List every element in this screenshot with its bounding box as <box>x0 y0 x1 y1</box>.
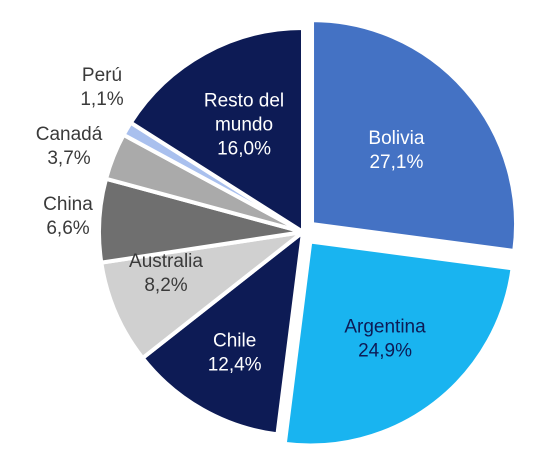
slice-label-peru: Perú 1,1% <box>80 65 123 110</box>
slice-value-label: 1,1% <box>80 89 123 110</box>
slice-value-label: 8,2% <box>144 275 187 296</box>
slice-label-argentina: Argentina 24,9% <box>344 316 426 361</box>
slice-value-label: 16,0% <box>217 139 271 160</box>
slice-name-label: Resto del <box>204 91 284 112</box>
pie-slice-resto-del-mundo <box>128 26 305 234</box>
slice-name-label: Perú <box>82 65 122 86</box>
slice-name-label: Canadá <box>36 124 103 145</box>
pie-slice-australia <box>99 230 305 361</box>
slice-name-label: mundo <box>215 115 273 136</box>
slice-name-label: Argentina <box>344 316 426 337</box>
pie-slice-bolivia <box>310 18 518 253</box>
slice-label-bolivia: Bolivia 27,1% <box>368 128 424 173</box>
slice-label-canada: Canadá 3,7% <box>36 124 103 169</box>
slice-value-label: 27,1% <box>369 152 423 173</box>
pie-slice-chile <box>140 230 305 437</box>
slice-value-label: 3,7% <box>47 148 90 169</box>
pie-slice-argentina <box>282 239 515 448</box>
slice-value-label: 24,9% <box>358 340 412 361</box>
slice-name-label: China <box>43 194 93 215</box>
slice-name-label: Australia <box>129 251 203 272</box>
slice-label-resto-del-mundo: Resto del mundo 16,0% <box>204 91 284 160</box>
slice-value-label: 6,6% <box>46 218 89 239</box>
slice-label-china: China 6,6% <box>43 194 93 239</box>
slice-name-label: Chile <box>213 331 256 352</box>
slice-value-label: 12,4% <box>208 355 262 376</box>
slice-label-australia: Australia 8,2% <box>129 251 203 296</box>
slice-name-label: Bolivia <box>368 128 424 149</box>
slice-label-chile: Chile 12,4% <box>208 331 262 376</box>
